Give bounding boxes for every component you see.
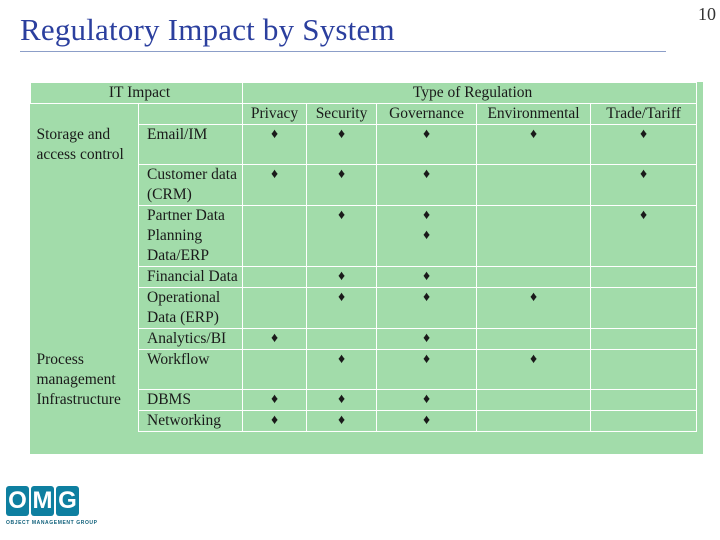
- category-cell: [30, 164, 139, 206]
- impact-mark: ♦: [590, 205, 698, 267]
- logo-tagline: OBJECT MANAGEMENT GROUP: [6, 520, 98, 526]
- impact-mark: [590, 287, 698, 329]
- header-it-impact: IT Impact: [29, 82, 244, 104]
- header-type-of-regulation: Type of Regulation: [242, 82, 698, 104]
- system-cell: Analytics/BI: [137, 328, 244, 350]
- column-header: Trade/Tariff: [590, 103, 698, 125]
- impact-mark: [590, 349, 698, 390]
- category-cell: Infrastructure: [30, 389, 139, 411]
- impact-mark: ♦: [306, 205, 378, 267]
- impact-mark: [242, 287, 308, 329]
- system-cell: Partner Data Planning Data/ERP: [137, 205, 244, 267]
- table-row: Storage and access control Email/IM ♦ ♦ ♦ ♦ ♦: [30, 124, 698, 165]
- impact-mark: ♦: [242, 328, 308, 350]
- impact-mark: [476, 328, 592, 350]
- impact-mark: ♦: [376, 164, 478, 206]
- impact-mark: ♦: [376, 389, 478, 411]
- table-row: Networking ♦ ♦ ♦: [30, 410, 698, 432]
- slide-title: Regulatory Impact by System: [20, 12, 395, 47]
- impact-mark: [590, 389, 698, 411]
- column-header: Environmental: [476, 103, 592, 125]
- omg-logo: O M G OBJECT MANAGEMENT GROUP: [6, 486, 110, 536]
- system-cell: Workflow: [137, 349, 244, 390]
- impact-mark: ♦: [306, 164, 378, 206]
- header-row-1: IT Impact Type of Regulation: [29, 82, 698, 104]
- impact-mark: ♦: [476, 124, 592, 165]
- header-empty: [138, 103, 244, 125]
- title-divider: [20, 51, 666, 52]
- system-cell: Operational Data (ERP): [137, 287, 244, 329]
- impact-mark: ♦: [376, 124, 478, 165]
- impact-mark: [590, 410, 698, 432]
- table-row: Process management Workflow ♦ ♦ ♦: [30, 349, 698, 390]
- impact-mark: ♦: [590, 164, 698, 206]
- system-cell: Networking: [137, 410, 244, 432]
- column-header: Privacy: [242, 103, 308, 125]
- table-row: Operational Data (ERP) ♦ ♦ ♦: [30, 287, 698, 329]
- impact-mark: ♦: [376, 410, 478, 432]
- impact-mark: ♦: [242, 389, 308, 411]
- impact-mark: ♦: [306, 389, 378, 411]
- impact-mark: [242, 266, 308, 288]
- system-cell: DBMS: [137, 389, 244, 411]
- table-row: Customer data (CRM) ♦ ♦ ♦ ♦: [30, 164, 698, 206]
- logo-letter: O: [6, 486, 29, 516]
- impact-mark: ♦ ♦: [376, 205, 478, 267]
- impact-mark: [306, 328, 378, 350]
- category-cell: Process management: [30, 349, 139, 390]
- system-cell: Financial Data: [137, 266, 244, 288]
- impact-mark: [476, 410, 592, 432]
- impact-mark: ♦: [376, 349, 478, 390]
- impact-mark: ♦: [306, 410, 378, 432]
- impact-mark: ♦: [590, 124, 698, 165]
- header-empty: [30, 103, 139, 125]
- impact-mark: [476, 266, 592, 288]
- impact-mark: [242, 205, 308, 267]
- impact-mark: ♦: [242, 410, 308, 432]
- impact-mark: ♦: [476, 287, 592, 329]
- logo-letter: G: [56, 486, 79, 516]
- column-header: Governance: [376, 103, 478, 125]
- impact-mark: [476, 389, 592, 411]
- category-cell: [30, 287, 139, 329]
- table-row: Financial Data ♦ ♦: [30, 266, 698, 288]
- category-cell: [30, 328, 139, 350]
- impact-mark: ♦: [306, 266, 378, 288]
- impact-mark: ♦: [242, 164, 308, 206]
- page-number: 10: [698, 4, 716, 24]
- header-row-2: Privacy Security Governance Environmenta…: [30, 103, 698, 125]
- impact-mark: [476, 164, 592, 206]
- impact-mark: [242, 349, 308, 390]
- category-cell: [30, 410, 139, 432]
- system-cell: Email/IM: [137, 124, 244, 165]
- table-row: Analytics/BI ♦ ♦: [30, 328, 698, 350]
- column-header: Security: [306, 103, 378, 125]
- logo-letter: M: [31, 486, 54, 516]
- regulation-table: IT Impact Type of Regulation Privacy Sec…: [29, 82, 698, 432]
- impact-mark: ♦: [306, 287, 378, 329]
- category-cell: [30, 266, 139, 288]
- impact-mark: [476, 205, 592, 267]
- system-cell: Customer data (CRM): [137, 164, 244, 206]
- category-cell: [30, 205, 139, 267]
- impact-mark: ♦: [476, 349, 592, 390]
- impact-mark: ♦: [376, 287, 478, 329]
- impact-mark: ♦: [242, 124, 308, 165]
- impact-mark: ♦: [306, 349, 378, 390]
- regulation-table-panel: IT Impact Type of Regulation Privacy Sec…: [29, 82, 703, 454]
- impact-mark: [590, 266, 698, 288]
- impact-mark: [590, 328, 698, 350]
- impact-mark: ♦: [306, 124, 378, 165]
- impact-mark: ♦: [376, 266, 478, 288]
- table-row: Partner Data Planning Data/ERP ♦ ♦ ♦ ♦: [30, 205, 698, 267]
- impact-mark: ♦: [376, 328, 478, 350]
- table-row: Infrastructure DBMS ♦ ♦ ♦: [30, 389, 698, 411]
- category-cell: Storage and access control: [30, 124, 139, 165]
